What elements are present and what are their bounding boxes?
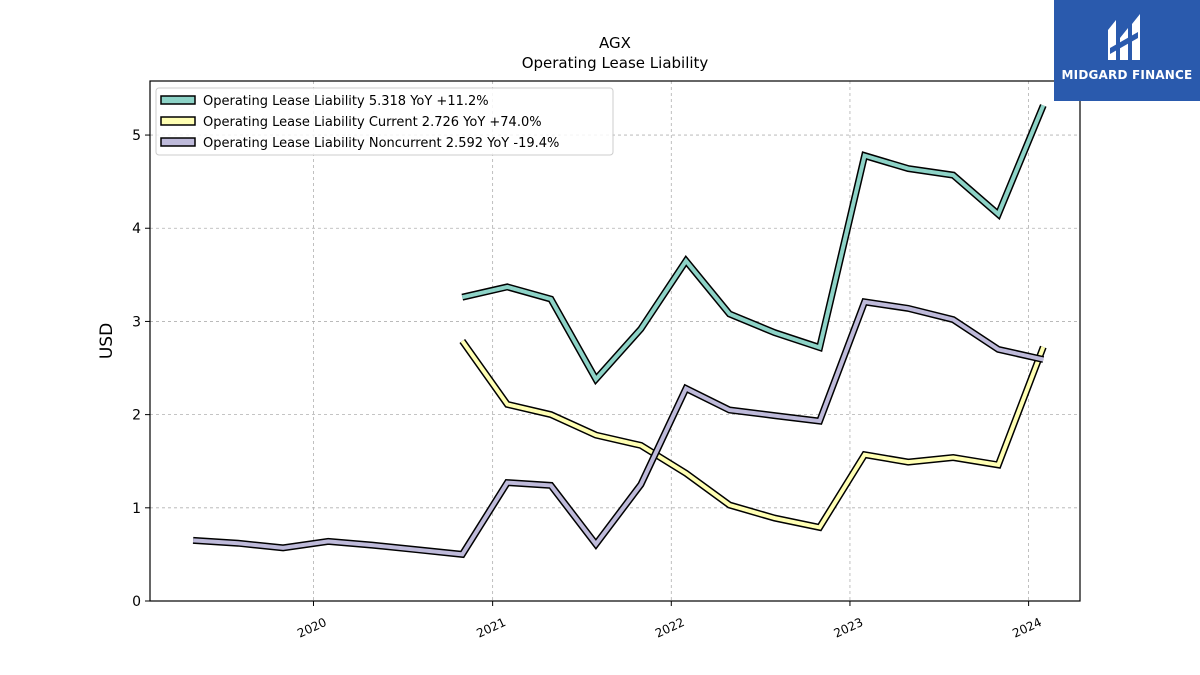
- y-tick-label: 4: [132, 221, 141, 237]
- series-layer: [192, 104, 1047, 559]
- legend-label-2: Operating Lease Liability Noncurrent 2.5…: [203, 136, 559, 151]
- legend-box: [155, 87, 614, 156]
- logo-text: MIDGARD FINANCE: [1061, 68, 1193, 82]
- grid-lines: [150, 81, 1080, 601]
- series-outline-1: [459, 338, 1047, 532]
- y-tick-label: 2: [132, 408, 141, 424]
- y-tick-label: 5: [132, 128, 141, 144]
- legend-swatch-0: [160, 95, 196, 105]
- legend-label-1: Operating Lease Liability Current 2.726 …: [203, 115, 542, 130]
- x-tick-label: 2021: [474, 615, 508, 641]
- logo-mark-icon: [1108, 14, 1140, 60]
- series-line-0: [461, 104, 1046, 383]
- legend-swatch-1: [160, 116, 196, 126]
- series-line-1: [460, 339, 1046, 530]
- x-axis: 2020 2021 2022 2023 2024: [295, 601, 1044, 641]
- x-tick-label: 2024: [1010, 615, 1044, 641]
- legend-label-0: Operating Lease Liability 5.318 YoY +11.…: [203, 94, 489, 109]
- x-tick-label: 2020: [295, 615, 329, 641]
- y-tick-label: 1: [132, 501, 141, 517]
- plot-area: [149, 80, 1081, 602]
- series-line-2: [192, 299, 1044, 557]
- legend-swatch-2: [160, 137, 196, 147]
- x-tick-label: 2022: [653, 615, 687, 641]
- legend: Operating Lease Liability 5.318 YoY +11.…: [155, 87, 614, 156]
- y-tick-label: 0: [132, 594, 141, 610]
- logo: MIDGARD FINANCE: [1054, 0, 1200, 101]
- chart-subtitle: Operating Lease Liability: [522, 54, 709, 72]
- y-axis: 0 1 2 3 4 5: [132, 128, 150, 610]
- x-tick-label: 2023: [832, 615, 866, 641]
- y-tick-label: 3: [132, 314, 141, 330]
- y-axis-label: USD: [97, 323, 117, 359]
- chart-title: AGX: [599, 34, 631, 52]
